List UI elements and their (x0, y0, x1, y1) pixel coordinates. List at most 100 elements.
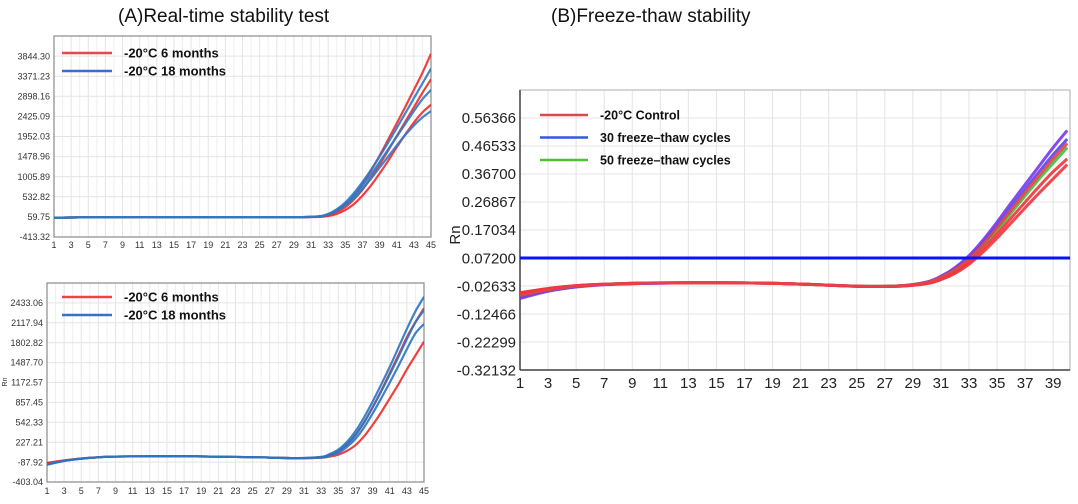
legend-label: -20°C 6 months (124, 46, 219, 61)
x-tick-label: 7 (96, 486, 101, 496)
x-tick-label: 27 (876, 375, 893, 392)
x-tick-label: 31 (299, 486, 309, 496)
x-tick-label: 7 (103, 240, 108, 250)
x-tick-label: 13 (152, 240, 162, 250)
y-tick-label: 0.36700 (462, 166, 516, 183)
panel-a-title: (A)Real-time stability test (118, 6, 330, 27)
y-tick-label: 2425.09 (17, 112, 50, 122)
x-tick-label: 23 (230, 486, 240, 496)
x-tick-label: 43 (409, 240, 419, 250)
y-tick-label: 0.26867 (462, 194, 516, 211)
legend-label: -20°C Control (600, 109, 680, 123)
y-tick-label: 1952.03 (17, 132, 50, 142)
x-tick-label: 41 (392, 240, 402, 250)
x-tick-label: 37 (350, 486, 360, 496)
x-tick-label: 5 (79, 486, 84, 496)
y-tick-label: 2898.16 (17, 91, 50, 101)
x-tick-label: 1 (51, 240, 56, 250)
x-tick-label: 21 (213, 486, 223, 496)
legend-label: -20°C 18 months (124, 308, 226, 323)
x-tick-label: 13 (145, 486, 155, 496)
y-axis-label: Rn (447, 225, 464, 244)
x-tick-label: 37 (357, 240, 367, 250)
x-tick-label: 13 (680, 375, 697, 392)
y-tick-label: 1005.89 (17, 172, 50, 182)
series-line-5 (54, 89, 431, 219)
x-tick-label: 9 (628, 375, 636, 392)
x-tick-label: 35 (333, 486, 343, 496)
x-tick-label: 25 (255, 240, 265, 250)
x-tick-label: 29 (289, 240, 299, 250)
series-group (47, 296, 424, 466)
y-tick-label: 1478.96 (17, 152, 50, 162)
y-tick-label: 0.56366 (462, 110, 516, 127)
x-tick-label: 1 (516, 375, 524, 392)
x-tick-label: 23 (820, 375, 837, 392)
x-tick-label: 29 (905, 375, 922, 392)
x-tick-label: 19 (764, 375, 781, 392)
x-tick-label: 43 (402, 486, 412, 496)
y-tick-label: 1802.82 (10, 338, 43, 348)
x-tick-label: 17 (736, 375, 753, 392)
chart-a-top: 1 3 5 7 9 11 13 15 17 19 21 23 25 27 29 31 33 35 37 39 41 43 4… (17, 35, 436, 250)
x-tick-label: 15 (169, 240, 179, 250)
x-tick-label: 23 (237, 240, 247, 250)
x-tick-label: 33 (316, 486, 326, 496)
series-line-4 (47, 309, 424, 466)
x-tick-label: 39 (368, 486, 378, 496)
x-tick-label: 27 (272, 240, 282, 250)
x-tick-label: 21 (220, 240, 230, 250)
x-tick-label: 11 (135, 240, 144, 250)
x-tick-label: 25 (848, 375, 865, 392)
x-tick-label: 35 (340, 240, 350, 250)
plot-frame (53, 35, 432, 238)
x-tick-label: 5 (572, 375, 580, 392)
x-tick-label: 33 (961, 375, 978, 392)
x-tick-label: 39 (1045, 375, 1062, 392)
y-tick-label: 3844.30 (17, 51, 50, 61)
y-tick-label: 0.07200 (462, 250, 516, 267)
series-group (520, 129, 1069, 300)
chart-b: 1 3 5 7 9 11 13 15 17 19 21 23 25 27 29 31 33 35 37 39-0.32… (447, 89, 1071, 392)
x-tick-label: 33 (323, 240, 333, 250)
y-tick-label: -403.04 (12, 477, 43, 487)
series-line-3 (520, 157, 1069, 295)
x-tick-label: 17 (179, 486, 189, 496)
x-tick-label: 31 (306, 240, 316, 250)
y-tick-label: -0.12466 (457, 306, 516, 323)
x-tick-label: 45 (426, 240, 436, 250)
y-tick-label: 227.21 (15, 437, 43, 447)
y-tick-label: 1172.57 (11, 378, 43, 388)
x-tick-label: 15 (708, 375, 725, 392)
chart-a-bottom: 1 3 5 7 9 11 13 15 17 19 21 23 25 27 29 31 33 35 37 39 41 43 4… (2, 282, 429, 496)
x-tick-label: 19 (196, 486, 206, 496)
x-tick-label: 37 (1017, 375, 1034, 392)
y-tick-label: 2117.94 (11, 318, 43, 328)
x-tick-label: 9 (120, 240, 125, 250)
series-line-2 (520, 146, 1069, 296)
y-tick-label: 0.17034 (462, 222, 516, 239)
y-tick-label: -0.32132 (457, 362, 516, 379)
x-tick-label: 9 (113, 486, 118, 496)
x-tick-label: 25 (248, 486, 258, 496)
x-tick-label: 3 (544, 375, 552, 392)
y-tick-label: 857.45 (15, 398, 43, 408)
legend-label: 30 freeze–thaw cycles (600, 131, 731, 145)
x-tick-label: 1 (44, 486, 49, 496)
y-tick-label: -0.22299 (457, 334, 516, 351)
x-tick-label: 11 (653, 375, 669, 392)
y-tick-label: -413.32 (19, 232, 50, 242)
x-tick-label: 31 (933, 375, 950, 392)
y-tick-label: -87.92 (17, 457, 43, 467)
legend-label: -20°C 18 months (124, 64, 226, 79)
x-tick-label: 41 (385, 486, 395, 496)
x-tick-label: 35 (989, 375, 1006, 392)
x-tick-label: 11 (128, 486, 137, 496)
x-tick-label: 39 (375, 240, 385, 250)
series-line-5 (520, 142, 1069, 298)
y-tick-label: -0.02633 (457, 278, 516, 295)
x-tick-label: 21 (792, 375, 809, 392)
panel-b-title: (B)Freeze-thaw stability (551, 6, 751, 27)
y-tick-label: 59.75 (27, 212, 50, 222)
